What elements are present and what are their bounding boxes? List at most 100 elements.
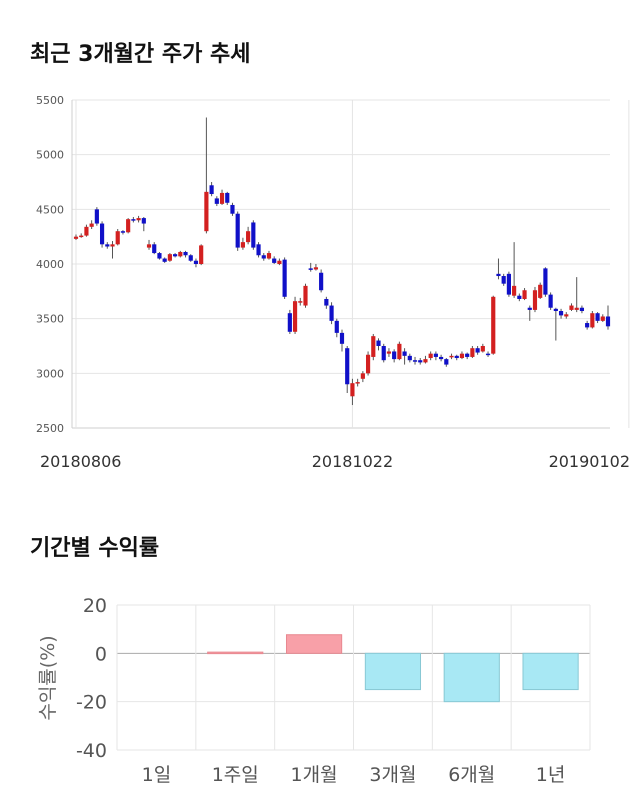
candle xyxy=(423,355,428,364)
candle-body xyxy=(428,353,433,359)
candle-body xyxy=(230,204,235,214)
candle xyxy=(277,258,282,266)
candle xyxy=(225,191,230,205)
x-tick-label: 1년 xyxy=(536,764,566,786)
candle-body xyxy=(574,307,579,310)
candle xyxy=(527,305,532,321)
candle xyxy=(439,354,444,362)
candle-body xyxy=(225,192,230,203)
candle-body xyxy=(303,285,308,306)
candle-body xyxy=(376,340,381,346)
candle-body xyxy=(308,268,313,270)
candle-body xyxy=(162,258,167,262)
candle xyxy=(517,293,522,302)
candle xyxy=(360,371,365,383)
candle xyxy=(329,302,334,325)
candle-body xyxy=(397,343,402,360)
candle xyxy=(532,286,538,313)
candle-body xyxy=(595,313,600,321)
candle-body xyxy=(496,273,501,277)
candle-body xyxy=(313,267,319,270)
candle-body xyxy=(355,382,360,384)
candle xyxy=(94,207,99,226)
candle xyxy=(485,351,491,357)
candle xyxy=(564,312,569,319)
candle-body xyxy=(292,301,298,332)
candle xyxy=(157,251,162,260)
candle xyxy=(386,348,392,357)
candle-body xyxy=(381,346,386,361)
candle xyxy=(219,189,225,205)
candle-body xyxy=(240,242,245,248)
candle xyxy=(183,250,188,258)
candle-body xyxy=(261,255,266,259)
candle xyxy=(538,282,543,299)
candle-body xyxy=(219,192,225,204)
candle xyxy=(590,311,595,329)
y-tick-label: 2500 xyxy=(36,422,64,435)
candle-body xyxy=(89,223,94,227)
candle xyxy=(141,216,146,232)
candle-body xyxy=(465,353,470,357)
candle xyxy=(308,262,313,272)
candle xyxy=(73,234,79,240)
candle-body xyxy=(439,356,444,360)
candle xyxy=(214,196,219,207)
candle-body xyxy=(120,231,126,233)
candle xyxy=(251,220,256,250)
candle-body xyxy=(491,296,496,354)
candle xyxy=(199,244,204,266)
candle-body xyxy=(256,244,261,256)
candle-body xyxy=(543,268,548,295)
candle-body xyxy=(272,258,277,263)
candle-body xyxy=(569,305,574,310)
candle xyxy=(553,307,558,341)
candle xyxy=(146,239,152,250)
candle xyxy=(261,253,266,261)
candle xyxy=(397,341,402,361)
candle xyxy=(178,250,183,258)
candle-body xyxy=(506,273,511,295)
candle xyxy=(84,224,89,237)
candle xyxy=(282,257,287,299)
candle xyxy=(131,216,136,223)
candle-body xyxy=(444,359,449,365)
candle-body xyxy=(418,360,423,363)
candle xyxy=(418,358,423,365)
candle-body xyxy=(501,276,506,284)
candle xyxy=(110,241,115,259)
candle-body xyxy=(475,348,480,353)
x-tick-label: 20181022 xyxy=(312,452,393,471)
candle-body xyxy=(517,295,522,299)
candle-body xyxy=(585,323,590,328)
candle xyxy=(392,349,397,363)
candle-body xyxy=(522,290,527,299)
y-tick-label: 3500 xyxy=(36,313,64,326)
candle-body xyxy=(564,314,569,317)
candle-body xyxy=(485,353,491,356)
candle xyxy=(595,312,600,324)
candle-body xyxy=(178,251,183,257)
candle xyxy=(459,351,465,360)
candle xyxy=(444,358,449,367)
candle-body xyxy=(277,260,282,264)
candle xyxy=(303,283,308,308)
candle xyxy=(480,343,485,353)
candle-body xyxy=(110,244,115,247)
candle-body xyxy=(246,231,251,243)
candle xyxy=(188,254,193,262)
candle-body xyxy=(73,236,79,239)
x-tick-label: 20190102 xyxy=(549,452,630,471)
candle-body xyxy=(152,244,157,254)
candle xyxy=(428,351,433,361)
candle xyxy=(506,271,511,297)
candle-body xyxy=(126,219,131,233)
candle xyxy=(334,318,339,338)
candle-body xyxy=(199,245,204,264)
candle-body xyxy=(590,313,595,328)
candle xyxy=(272,256,277,264)
candle-body xyxy=(605,316,611,327)
candle xyxy=(579,305,585,314)
candle-body xyxy=(157,253,162,259)
candle-body xyxy=(99,223,105,245)
